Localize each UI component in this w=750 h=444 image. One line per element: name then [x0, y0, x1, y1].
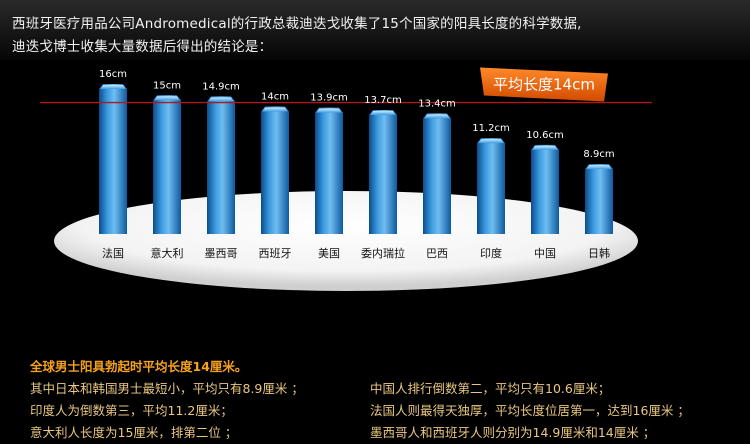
data-label-印度: 11.2cm: [472, 123, 510, 134]
data-label-法国: 16cm: [99, 69, 127, 80]
category-label-中国: 中国: [534, 247, 556, 260]
bar-cap-美国: [316, 108, 342, 113]
bar-墨西哥: [207, 96, 235, 235]
bar-cap-日韩: [586, 165, 612, 170]
data-label-日韩: 8.9cm: [583, 149, 614, 160]
summary-left-line-1: 其中日本和韩国男士最短小，平均只有8.9厘米 ；: [30, 381, 304, 396]
category-label-意大利: 意大利: [151, 246, 184, 260]
data-label-西班牙: 14cm: [261, 92, 289, 103]
header-banner: 西班牙医疗用品公司Andromedical的行政总裁迪迭戈收集了15个国家的阳具…: [0, 0, 750, 60]
bar-中国: [531, 144, 559, 234]
category-label-美国: 美国: [318, 247, 340, 260]
bar-法国: [99, 84, 127, 234]
summary-left-line-3: 意大利人长度为15厘米，排第二位 ；: [30, 425, 238, 440]
bar-cap-法国: [100, 85, 126, 89]
header-line-1: 西班牙医疗用品公司Andromedical的行政总裁迪迭戈收集了15个国家的阳具…: [12, 16, 582, 32]
category-label-法国: 法国: [102, 246, 124, 260]
data-label-美国: 13.9cm: [310, 93, 348, 104]
summary-right-line-1: 中国人排行倒数第二，平均只有10.6厘米；: [370, 381, 611, 396]
bar-印度: [477, 138, 505, 234]
average-label: 平均长度14cm: [493, 76, 595, 94]
bar-cap-意大利: [154, 96, 180, 101]
category-label-西班牙: 西班牙: [259, 247, 292, 260]
header-line-2: 迪迭戈博士收集大量数据后得出的结论是：: [12, 39, 273, 55]
bar-委内瑞拉: [369, 109, 397, 234]
average-badge: 平均长度14cm: [480, 67, 608, 102]
bar-cap-巴西: [424, 114, 450, 119]
bar-cap-墨西哥: [208, 97, 234, 102]
category-label-墨西哥: 墨西哥: [205, 247, 238, 260]
category-label-委内瑞拉: 委内瑞拉: [361, 246, 405, 260]
category-label-日韩: 日韩: [588, 246, 610, 260]
category-label-巴西: 巴西: [426, 247, 448, 260]
bar-cap-中国: [532, 145, 558, 150]
bar-cap-印度: [478, 139, 504, 144]
bar-chart: 平均长度14cm 16cm 法国 15cm 意大利 14.9cm 墨西哥 14cm 西班牙 13…: [40, 67, 652, 291]
category-label-印度: 印度: [480, 246, 502, 260]
data-label-巴西: 13.4cm: [418, 98, 456, 109]
data-label-意大利: 15cm: [153, 80, 181, 91]
summary-section: 全球男士阳具勃起时平均长度14厘米。 其中日本和韩国男士最短小，平均只有8.9厘…: [0, 352, 750, 444]
data-label-墨西哥: 14.9cm: [202, 81, 240, 92]
bar-美国: [315, 107, 343, 234]
data-label-委内瑞拉: 13.7cm: [364, 95, 402, 106]
bar-意大利: [153, 95, 181, 234]
summary-right-line-3: 墨西哥人和西班牙人则分别为14.9厘米和14厘米 ；: [370, 425, 656, 440]
bar-cap-西班牙: [262, 107, 288, 112]
summary-left-line-2: 印度人为倒数第三，平均11.2厘米；: [30, 403, 233, 418]
summary-right-line-2: 法国人则最得天独厚，平均长度位居第一，达到16厘米 ；: [370, 403, 690, 418]
summary-title: 全球男士阳具勃起时平均长度14厘米。: [30, 359, 248, 374]
bar-cap-委内瑞拉: [370, 110, 396, 115]
bar-西班牙: [261, 106, 289, 234]
bar-日韩: [585, 164, 613, 234]
bar-巴西: [423, 113, 451, 234]
data-label-中国: 10.6cm: [526, 130, 564, 141]
